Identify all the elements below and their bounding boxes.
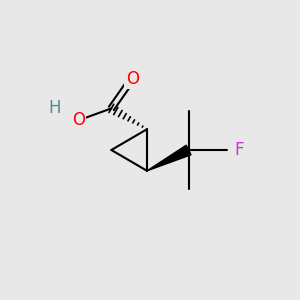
Text: F: F — [235, 141, 244, 159]
Text: H: H — [49, 99, 61, 117]
Polygon shape — [147, 145, 191, 171]
Text: O: O — [126, 70, 139, 88]
Text: O: O — [72, 111, 85, 129]
